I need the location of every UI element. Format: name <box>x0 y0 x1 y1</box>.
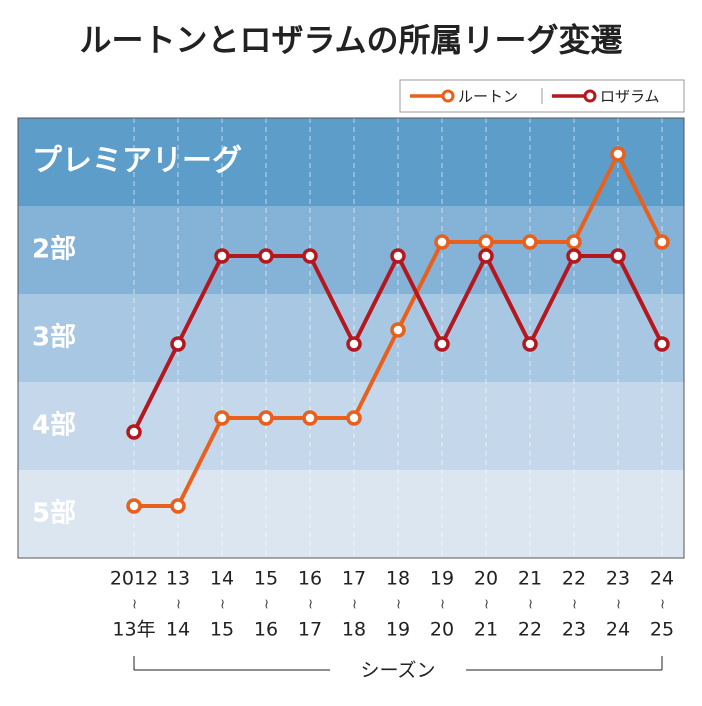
point <box>654 234 670 250</box>
point <box>654 336 670 352</box>
tier-band <box>18 118 684 206</box>
x-tick-label: 14 <box>166 619 190 641</box>
x-tick-label: 18 <box>386 568 410 590</box>
x-tick-label: 21 <box>474 619 498 641</box>
point <box>214 248 230 264</box>
chart-title: ルートンとロザラムの所属リーグ変遷 <box>79 21 622 59</box>
x-tick-tilde: ~ <box>346 598 362 610</box>
x-tick-label: 22 <box>562 568 586 590</box>
tier-band <box>18 470 684 558</box>
x-tick-label: 15 <box>254 568 278 590</box>
point <box>214 410 230 426</box>
point <box>390 248 406 264</box>
point <box>126 498 142 514</box>
x-tick-label: 16 <box>254 619 278 641</box>
point <box>170 498 186 514</box>
x-tick-tilde: ~ <box>390 598 406 610</box>
x-tick-label: 20 <box>474 568 498 590</box>
point <box>478 248 494 264</box>
point <box>610 146 626 162</box>
legend-marker <box>583 89 597 103</box>
x-tick-tilde: ~ <box>258 598 274 610</box>
x-tick-label: 22 <box>518 619 542 641</box>
point <box>126 424 142 440</box>
y-tick-label: 5部 <box>32 499 76 529</box>
point <box>522 234 538 250</box>
y-tick-label: 4部 <box>32 411 76 441</box>
x-tick-label: 18 <box>342 619 366 641</box>
point <box>610 248 626 264</box>
x-tick-tilde: ~ <box>434 598 450 610</box>
point <box>566 248 582 264</box>
x-tick-label: 17 <box>298 619 322 641</box>
x-axis-label: シーズン <box>360 660 435 682</box>
x-tick-label: 15 <box>210 619 234 641</box>
x-tick-label: 20 <box>430 619 454 641</box>
x-tick-tilde: ~ <box>126 598 142 610</box>
point <box>566 234 582 250</box>
x-tick-label: 19 <box>430 568 454 590</box>
point <box>346 410 362 426</box>
plot-frame <box>17 117 685 559</box>
x-tick-label: 14 <box>210 568 234 590</box>
point <box>258 248 274 264</box>
x-tick-tilde: ~ <box>522 598 538 610</box>
point <box>390 322 406 338</box>
x-tick-tilde: ~ <box>302 598 318 610</box>
y-tick-label: 3部 <box>32 323 76 353</box>
point <box>302 248 318 264</box>
point <box>170 336 186 352</box>
point <box>434 336 450 352</box>
y-tick-label: プレミアリーグ <box>32 144 242 179</box>
point <box>478 234 494 250</box>
x-tick-label: 24 <box>650 568 674 590</box>
x-tick-tilde: ~ <box>478 598 494 610</box>
x-tick-tilde: ~ <box>214 598 230 610</box>
x-tick-label: 19 <box>386 619 410 641</box>
x-tick-label: 2012 <box>110 568 158 590</box>
tier-band <box>18 382 684 470</box>
x-tick-label: 17 <box>342 568 366 590</box>
x-tick-tilde: ~ <box>654 598 670 610</box>
legend-label: ルートン <box>458 88 518 106</box>
point <box>346 336 362 352</box>
x-tick-label: 21 <box>518 568 542 590</box>
point <box>302 410 318 426</box>
x-tick-label: 13年 <box>112 619 155 641</box>
x-tick-label: 16 <box>298 568 322 590</box>
x-tick-label: 25 <box>650 619 674 641</box>
point <box>522 336 538 352</box>
x-tick-label: 24 <box>606 619 630 641</box>
x-tick-label: 13 <box>166 568 190 590</box>
point <box>258 410 274 426</box>
point <box>434 234 450 250</box>
x-tick-label: 23 <box>562 619 586 641</box>
legend-label: ロザラム <box>600 88 660 106</box>
x-tick-label: 23 <box>606 568 630 590</box>
y-tick-label: 2部 <box>32 235 76 265</box>
x-tick-tilde: ~ <box>170 598 186 610</box>
legend-marker <box>441 89 455 103</box>
x-tick-tilde: ~ <box>610 598 626 610</box>
x-tick-tilde: ~ <box>566 598 582 610</box>
